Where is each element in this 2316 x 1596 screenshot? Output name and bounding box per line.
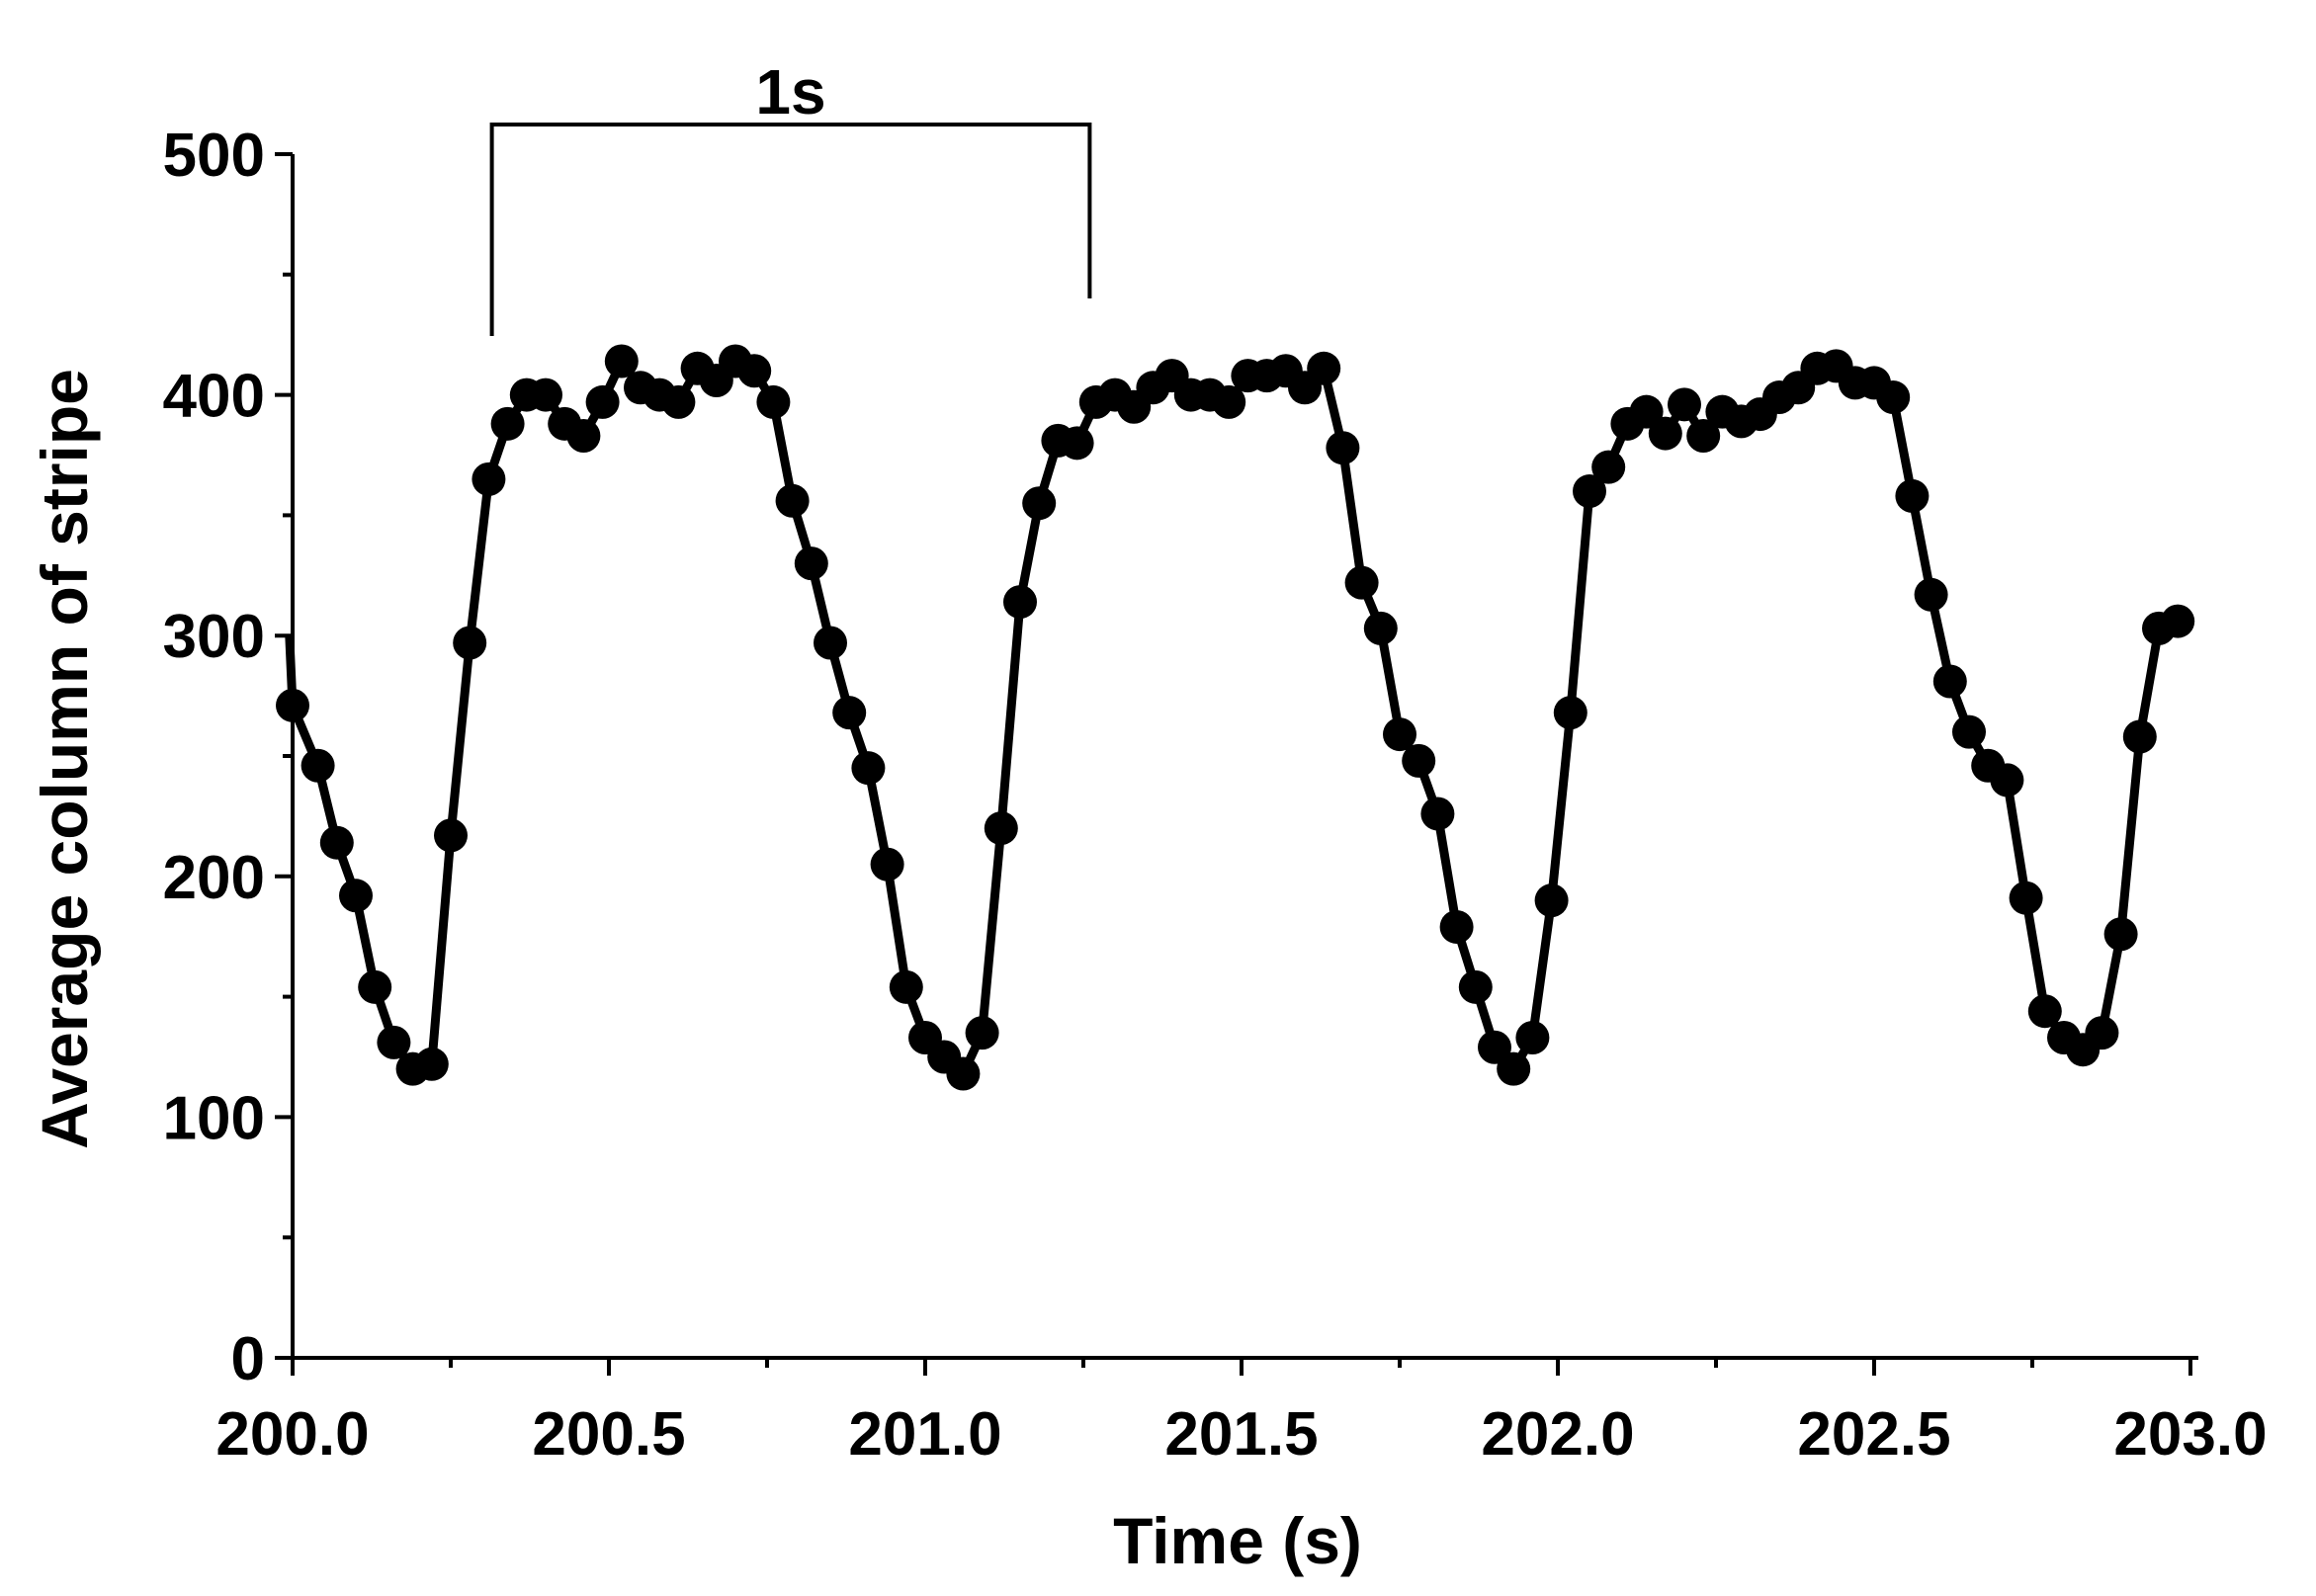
data-point bbox=[1439, 909, 1474, 944]
bracket-label: 1s bbox=[755, 56, 825, 127]
data-point bbox=[794, 546, 828, 581]
data-point bbox=[1402, 743, 1436, 778]
data-point bbox=[2161, 604, 2195, 638]
data-point bbox=[889, 969, 923, 1004]
data-point bbox=[965, 1016, 999, 1050]
data-point bbox=[2122, 719, 2157, 754]
data-point bbox=[414, 1047, 449, 1081]
data-point bbox=[1383, 717, 1416, 752]
data-point bbox=[1591, 450, 1626, 484]
data-point bbox=[2103, 917, 2138, 952]
y-axis-title: Average column of stripe bbox=[28, 369, 101, 1149]
x-axis-title: Time (s) bbox=[1113, 1504, 1362, 1577]
data-point bbox=[2009, 881, 2043, 915]
data-point bbox=[1022, 486, 1057, 521]
data-point bbox=[300, 748, 335, 783]
data-point bbox=[604, 344, 639, 378]
data-point bbox=[1497, 1051, 1531, 1086]
data-point bbox=[870, 847, 904, 882]
data-point bbox=[1952, 714, 1986, 749]
data-point bbox=[1344, 565, 1379, 600]
x-tick-label: 202.0 bbox=[1481, 1400, 1634, 1469]
data-point bbox=[661, 384, 696, 419]
data-point bbox=[2085, 1016, 2119, 1050]
data-point bbox=[1629, 394, 1664, 429]
data-point bbox=[1515, 1021, 1550, 1055]
data-point bbox=[1420, 797, 1455, 831]
tick-labels: 0 100 200 300 400 500 200.0 200.5 201.0 201.5 202.… bbox=[163, 122, 2268, 1469]
bracket-line bbox=[489, 123, 1092, 336]
data-point bbox=[1668, 387, 1701, 422]
y-tick-label: 100 bbox=[163, 1084, 265, 1152]
data-point bbox=[1573, 474, 1606, 509]
data-point bbox=[1990, 763, 2024, 798]
data-point bbox=[276, 688, 309, 722]
x-tick-label: 203.0 bbox=[2113, 1400, 2267, 1469]
y-tick-label: 400 bbox=[163, 363, 265, 431]
data-point bbox=[1326, 431, 1360, 465]
x-tick-label: 200.0 bbox=[215, 1400, 369, 1469]
y-tick-label: 300 bbox=[163, 603, 265, 671]
y-tick-label: 0 bbox=[231, 1325, 265, 1393]
data-point bbox=[453, 626, 487, 660]
data-point bbox=[585, 384, 620, 419]
data-point bbox=[1534, 883, 1569, 918]
y-tick-label: 200 bbox=[163, 844, 265, 912]
data-point bbox=[851, 751, 886, 786]
data-point bbox=[1478, 1030, 1511, 1064]
data-point bbox=[946, 1056, 981, 1091]
y-tick-label: 500 bbox=[163, 122, 265, 190]
data-point bbox=[1003, 585, 1037, 620]
x-tick-label: 201.5 bbox=[1164, 1400, 1318, 1469]
data-point bbox=[2027, 994, 2062, 1029]
data-point bbox=[1932, 664, 1967, 699]
ticks bbox=[275, 152, 2192, 1376]
data-point bbox=[1686, 419, 1721, 454]
data-point bbox=[1914, 577, 1948, 612]
data-point bbox=[1648, 416, 1682, 451]
data-point bbox=[319, 825, 354, 860]
data-point bbox=[737, 354, 772, 388]
data-point bbox=[434, 818, 468, 853]
data-point bbox=[377, 1025, 411, 1059]
data-points bbox=[276, 344, 2195, 1091]
data-point bbox=[1060, 426, 1094, 461]
one-second-bracket: 1s bbox=[489, 56, 1092, 336]
data-point bbox=[1458, 969, 1493, 1004]
data-point bbox=[358, 969, 392, 1004]
x-tick-label: 200.5 bbox=[532, 1400, 685, 1469]
data-point bbox=[1307, 351, 1341, 385]
x-tick-label: 201.0 bbox=[848, 1400, 1001, 1469]
series-line bbox=[285, 356, 2180, 1079]
data-point bbox=[1876, 380, 1911, 415]
data-point bbox=[832, 696, 867, 730]
data-point bbox=[1363, 611, 1398, 645]
data-point bbox=[1895, 478, 1930, 513]
data-point bbox=[984, 811, 1018, 846]
data-point bbox=[529, 378, 562, 412]
data-point bbox=[1212, 384, 1246, 419]
data-point bbox=[756, 384, 791, 419]
axes bbox=[291, 154, 2198, 1360]
data-point bbox=[472, 462, 506, 496]
data-point bbox=[490, 406, 525, 441]
data-point bbox=[1553, 696, 1587, 730]
x-tick-label: 202.5 bbox=[1797, 1400, 1950, 1469]
data-point bbox=[775, 483, 810, 518]
data-point bbox=[339, 879, 373, 913]
data-point bbox=[566, 419, 601, 454]
data-point bbox=[814, 626, 847, 660]
